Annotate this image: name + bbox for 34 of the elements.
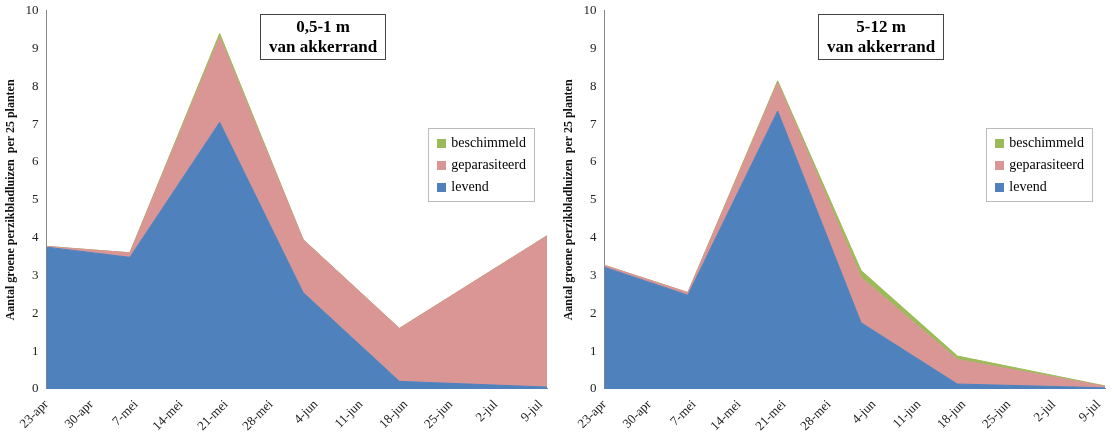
legend-label: geparasiteerd (1009, 157, 1084, 173)
legend-label: beschimmeld (451, 135, 526, 151)
y-tick-label: 2 (31, 304, 39, 320)
y-axis-title: Aantal groene perzikbladluizen per 25 planten (561, 79, 576, 321)
y-tick-label: 5 (589, 191, 597, 207)
y-tick-label: 9 (31, 40, 39, 56)
y-tick-label: 5 (31, 191, 39, 207)
y-tick-label: 7 (589, 115, 597, 131)
y-tick-label: 8 (31, 77, 39, 93)
y-tick-label: 4 (589, 229, 597, 245)
y-tick-label: 3 (31, 266, 39, 282)
y-tick-label: 1 (31, 342, 39, 358)
y-tick-label: 6 (31, 153, 39, 169)
x-tick-label: 4-jun (848, 396, 879, 427)
y-tick-label: 3 (589, 266, 597, 282)
legend-label: geparasiteerd (451, 157, 526, 173)
y-tick-label: 10 (25, 2, 39, 18)
text: 5-12 m van akkerrand (818, 14, 945, 60)
y-tick-label: 1 (589, 342, 597, 358)
legend-label: beschimmeld (1009, 135, 1084, 151)
y-tick-label: 9 (589, 40, 597, 56)
legend-label: levend (1009, 179, 1047, 195)
y-tick-label: 7 (31, 115, 39, 131)
y-tick-label: 6 (589, 153, 597, 169)
legend-label: levend (451, 179, 489, 195)
x-tick-label: 4-jun (290, 396, 321, 427)
y-tick-label: 8 (589, 77, 597, 93)
y-tick-label: 0 (589, 380, 597, 396)
y-tick-label: 10 (583, 2, 597, 18)
y-axis-title: Aantal groene perzikbladluizen per 25 planten (3, 79, 18, 321)
y-tick-label: 2 (589, 304, 597, 320)
text: 0,5-1 m van akkerrand (260, 14, 387, 60)
y-tick-label: 4 (31, 229, 39, 245)
y-tick-label: 0 (31, 380, 39, 396)
